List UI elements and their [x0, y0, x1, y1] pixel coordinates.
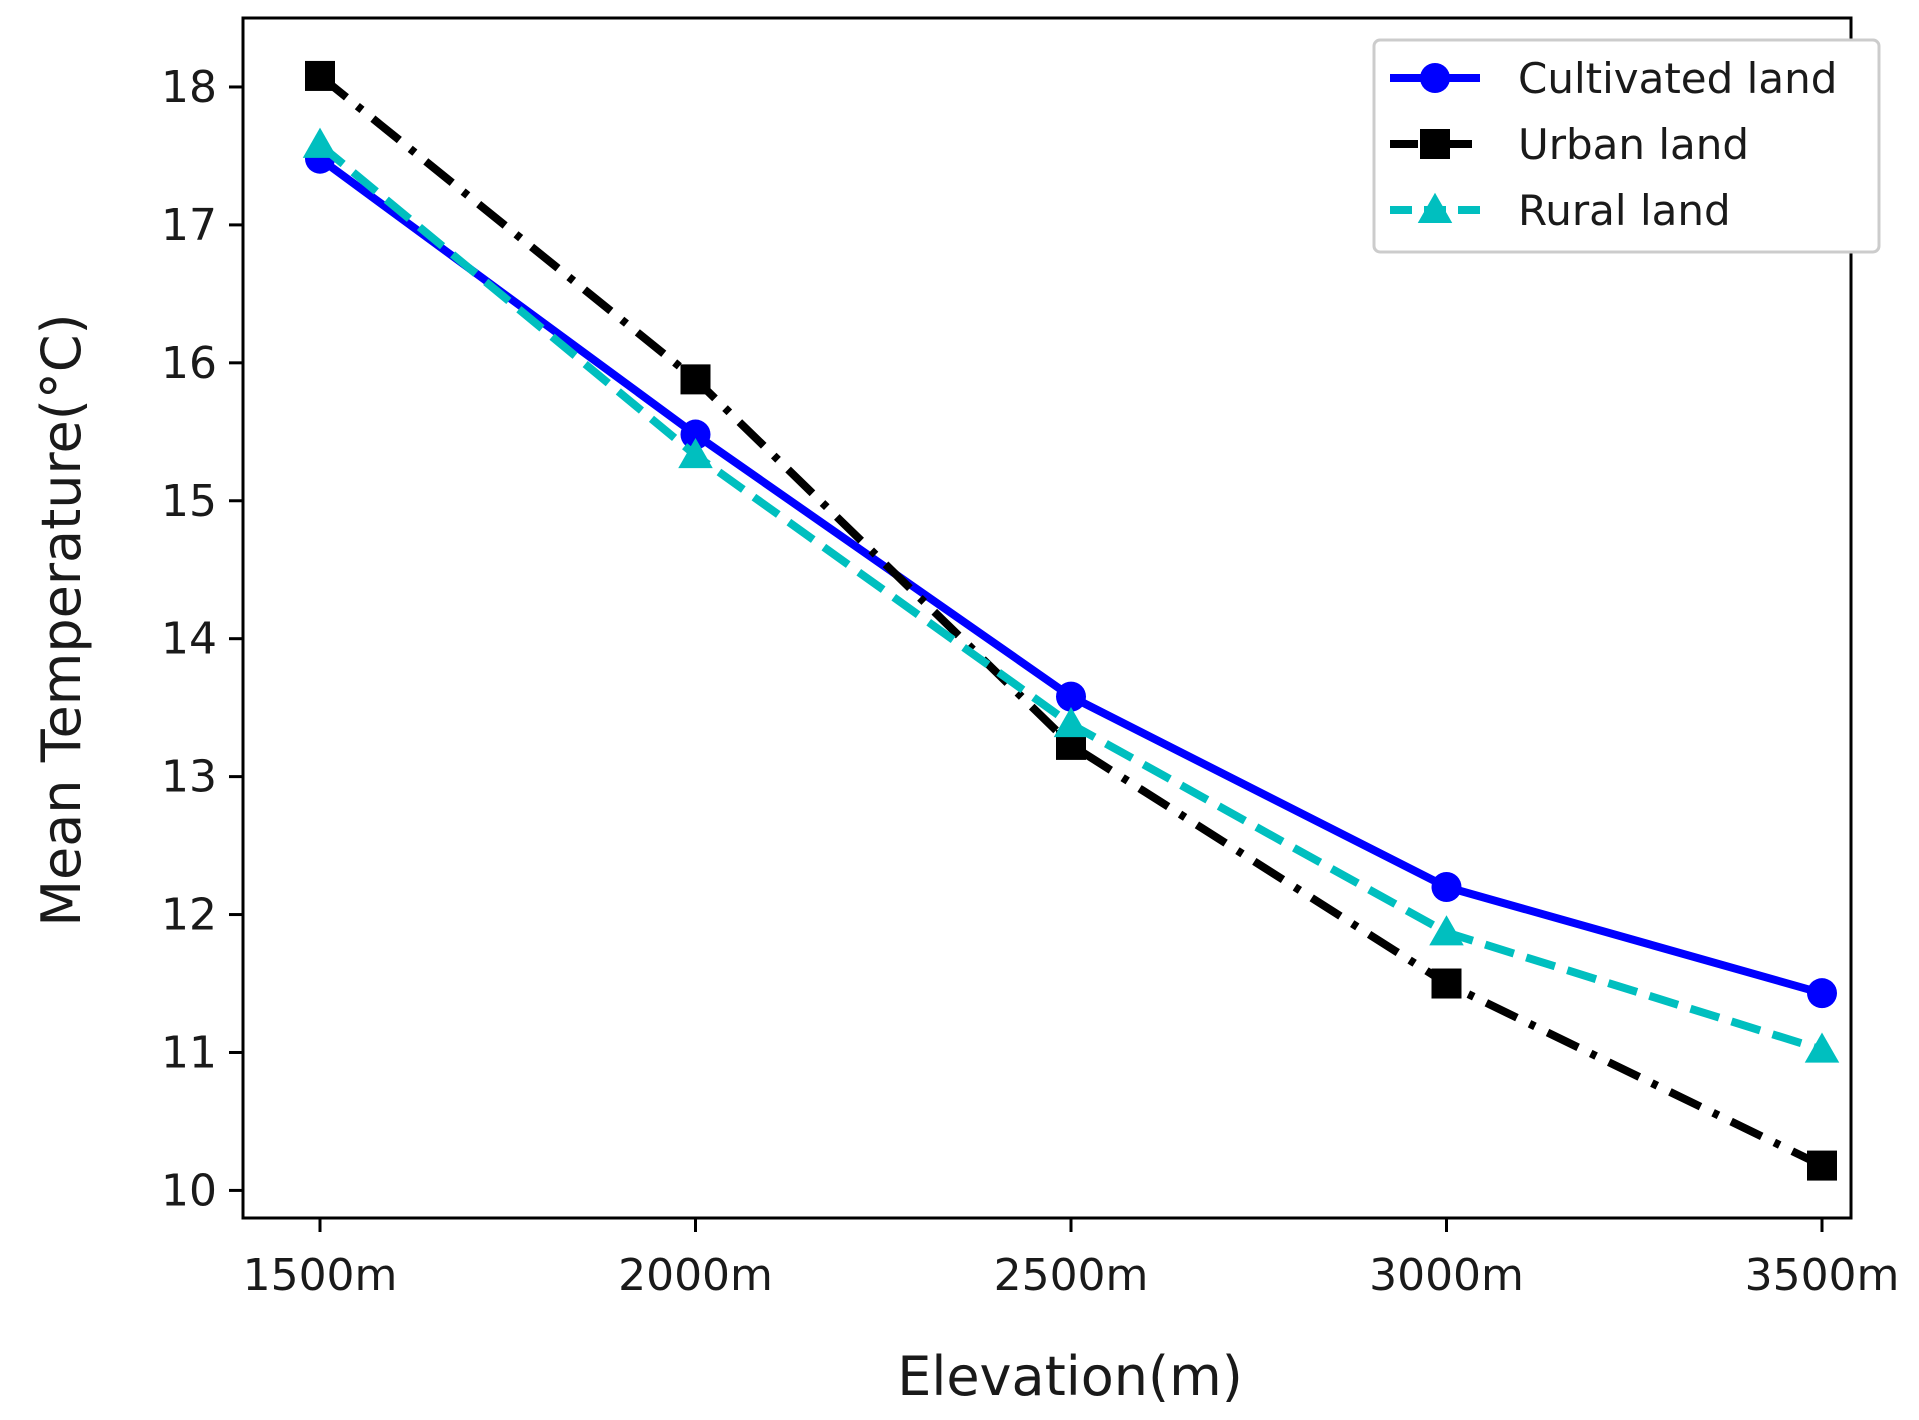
legend-marker — [1417, 192, 1453, 223]
plot-frame — [241, 16, 1853, 1220]
legend: Cultivated land Urban land Rural land — [1372, 38, 1881, 254]
data-point — [305, 60, 335, 91]
y-tick-label: 12 — [161, 890, 217, 941]
x-tick-label: 3000m — [1369, 1250, 1524, 1301]
data-point — [678, 437, 713, 469]
x-tick-label: 2500m — [994, 1250, 1149, 1301]
data-point — [1431, 968, 1462, 999]
data-point — [1431, 871, 1462, 902]
y-tick-label: 10 — [161, 1165, 217, 1216]
series-line — [317, 141, 1824, 1054]
x-tick-label: 2000m — [618, 1250, 773, 1301]
data-point — [1807, 1150, 1837, 1181]
legend-marker — [1420, 63, 1450, 93]
y-tick-label: 18 — [161, 62, 217, 113]
legend-label: Rural land — [1518, 186, 1731, 235]
data-point — [680, 419, 711, 450]
data-point — [1056, 681, 1086, 712]
data-point — [1429, 915, 1464, 946]
series-line — [317, 72, 1824, 1170]
legend-label: Cultivated land — [1518, 54, 1837, 103]
y-axis-label: Mean Temperature(°C) — [30, 313, 93, 926]
y-tick-label: 11 — [161, 1027, 217, 1078]
y-tick-label: 17 — [161, 200, 217, 251]
data-point — [1807, 978, 1837, 1009]
data-point — [1053, 706, 1089, 738]
x-tick-label: 3500m — [1745, 1250, 1900, 1301]
series-line — [317, 155, 1824, 998]
data-point — [1804, 1032, 1840, 1063]
y-tick-label: 13 — [161, 752, 217, 803]
legend-label: Urban land — [1518, 120, 1749, 169]
y-tick-label: 16 — [161, 338, 217, 389]
legend-marker — [1420, 129, 1450, 159]
data-point — [680, 364, 711, 395]
axes-layer: 10 11 12 13 14 15 16 17 18 1500m 2000m 2500m 3000m 35… — [161, 16, 1900, 1301]
data-point — [302, 127, 338, 158]
series-layer — [302, 60, 1840, 1181]
series-cultivated-land — [305, 143, 1837, 1009]
y-tick-label: 14 — [161, 614, 217, 665]
x-tick-label: 1500m — [243, 1250, 398, 1301]
legend-box — [1372, 38, 1881, 254]
series-rural-land — [302, 127, 1840, 1063]
y-tick-label: 15 — [161, 476, 217, 527]
x-axis-label: Elevation(m) — [897, 1345, 1243, 1408]
